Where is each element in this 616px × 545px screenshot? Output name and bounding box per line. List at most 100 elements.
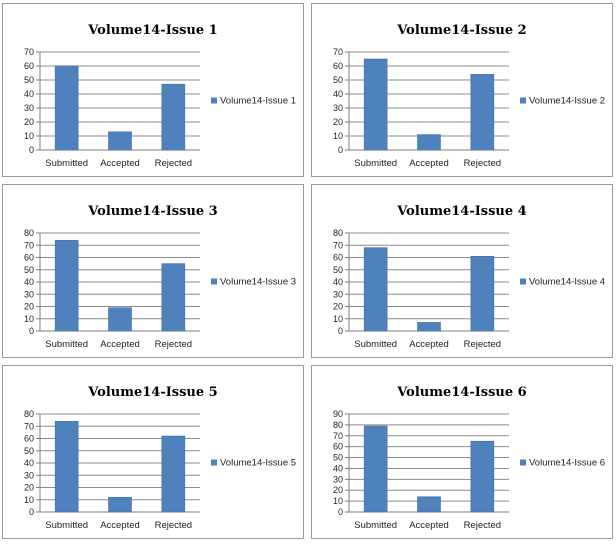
y-tick-label: 10 [333, 314, 343, 324]
y-tick-label: 20 [24, 302, 34, 312]
y-tick-label: 40 [333, 277, 343, 287]
x-tick-label: Accepted [409, 158, 449, 169]
y-tick-label: 20 [333, 117, 343, 127]
legend-swatch [211, 97, 217, 104]
bar [417, 134, 441, 151]
x-tick-label: Accepted [100, 158, 140, 169]
y-tick-label: 0 [338, 326, 343, 336]
legend-swatch [211, 278, 217, 285]
chart-title: Volume14-Issue 1 [87, 23, 217, 38]
bar [54, 65, 79, 151]
x-tick-label: Submitted [354, 158, 397, 169]
bar [108, 131, 132, 151]
y-tick-label: 50 [24, 265, 34, 275]
y-tick-label: 60 [24, 61, 34, 71]
chart-title: Volume14-Issue 6 [396, 385, 526, 400]
bar [470, 440, 495, 513]
y-tick-label: 30 [333, 289, 343, 299]
y-tick-label: 50 [24, 446, 34, 456]
y-tick-label: 70 [24, 421, 34, 431]
x-tick-label: Submitted [354, 520, 397, 531]
y-tick-label: 10 [333, 131, 343, 141]
bar [161, 263, 186, 332]
bar [161, 435, 186, 513]
y-tick-label: 70 [333, 47, 343, 57]
y-tick-label: 10 [24, 495, 34, 505]
chart-title: Volume14-Issue 2 [396, 23, 526, 38]
y-tick-label: 30 [333, 474, 343, 484]
bar [470, 255, 495, 332]
y-tick-label: 20 [24, 117, 34, 127]
chart-panel-5: Volume14-Issue 5 0 10 20 30 40 50 60 70 80 Submitt… [2, 365, 304, 539]
bar [470, 74, 495, 151]
x-tick-label: Submitted [45, 158, 88, 169]
y-tick-label: 70 [333, 431, 343, 441]
y-tick-label: 80 [333, 228, 343, 238]
y-tick-label: 0 [338, 145, 343, 155]
y-tick-label: 70 [24, 240, 34, 250]
chart-title: Volume14-Issue 3 [87, 204, 217, 219]
legend-swatch [520, 459, 526, 466]
legend-label: Volume14-Issue 5 [220, 458, 296, 469]
chart-svg: Volume14-Issue 2 0 10 20 30 40 50 60 70 Submitted… [333, 23, 605, 169]
chart-svg: Volume14-Issue 4 0 10 20 30 40 50 60 70 80 Submitt… [333, 204, 605, 350]
x-tick-label: Rejected [155, 158, 193, 169]
y-tick-label: 30 [24, 289, 34, 299]
x-tick-label: Rejected [464, 520, 502, 531]
y-tick-label: 50 [24, 75, 34, 85]
y-tick-label: 80 [24, 409, 34, 419]
y-tick-label: 20 [24, 483, 34, 493]
legend-swatch [211, 459, 217, 466]
y-tick-label: 40 [333, 89, 343, 99]
y-tick-label: 60 [333, 61, 343, 71]
y-tick-label: 40 [24, 458, 34, 468]
chart-panel-1: Volume14-Issue 1 0 10 20 30 40 50 60 70 Submitted… [2, 3, 304, 177]
y-tick-label: 50 [333, 453, 343, 463]
x-tick-label: Accepted [100, 339, 140, 350]
y-tick-label: 60 [24, 434, 34, 444]
x-tick-label: Rejected [155, 520, 193, 531]
x-tick-label: Submitted [45, 339, 88, 350]
y-tick-label: 30 [24, 103, 34, 113]
x-tick-label: Submitted [45, 520, 88, 531]
bar [54, 240, 79, 332]
legend-label: Volume14-Issue 1 [220, 96, 296, 107]
y-tick-label: 50 [333, 265, 343, 275]
x-tick-label: Submitted [354, 339, 397, 350]
y-tick-label: 60 [333, 442, 343, 452]
y-tick-label: 20 [333, 302, 343, 312]
chart-svg: Volume14-Issue 3 0 10 20 30 40 50 60 70 80 Submitt… [24, 204, 296, 350]
bar [108, 497, 132, 513]
x-tick-label: Rejected [464, 339, 502, 350]
y-tick-label: 60 [333, 253, 343, 263]
chart-panel-4: Volume14-Issue 4 0 10 20 30 40 50 60 70 80 Submitt… [311, 184, 613, 358]
y-tick-label: 20 [333, 485, 343, 495]
bar [54, 421, 79, 513]
y-tick-label: 70 [333, 240, 343, 250]
chart-svg: Volume14-Issue 1 0 10 20 30 40 50 60 70 Submitted… [24, 23, 296, 169]
bar [161, 83, 186, 151]
y-tick-label: 40 [24, 89, 34, 99]
bar [363, 425, 388, 513]
x-tick-label: Rejected [464, 158, 502, 169]
y-tick-label: 30 [24, 470, 34, 480]
y-tick-label: 40 [24, 277, 34, 287]
y-tick-label: 10 [24, 131, 34, 141]
bar [363, 58, 388, 151]
y-tick-label: 80 [24, 228, 34, 238]
bar [363, 247, 388, 332]
legend-label: Volume14-Issue 2 [529, 96, 605, 107]
y-tick-label: 60 [24, 253, 34, 263]
y-tick-label: 70 [24, 47, 34, 57]
x-tick-label: Accepted [409, 520, 449, 531]
chart-panel-2: Volume14-Issue 2 0 10 20 30 40 50 60 70 Submitted… [311, 3, 613, 177]
y-tick-label: 50 [333, 75, 343, 85]
y-tick-label: 0 [338, 507, 343, 517]
y-tick-label: 0 [29, 145, 34, 155]
y-tick-label: 10 [24, 314, 34, 324]
y-tick-label: 40 [333, 463, 343, 473]
legend-label: Volume14-Issue 3 [220, 277, 296, 288]
y-tick-label: 0 [29, 326, 34, 336]
legend-label: Volume14-Issue 4 [529, 277, 605, 288]
